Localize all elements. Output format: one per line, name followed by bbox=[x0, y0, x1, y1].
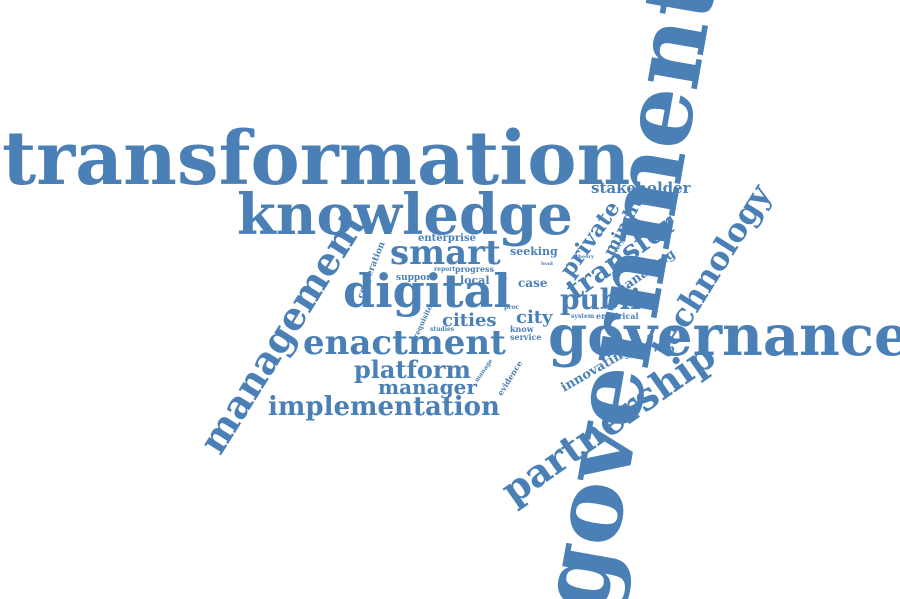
word-studies: studies bbox=[430, 326, 455, 333]
word-manager: manager bbox=[378, 375, 477, 399]
word-system: system bbox=[571, 313, 595, 320]
word-know: know bbox=[510, 324, 534, 334]
word-service: service bbox=[510, 332, 542, 342]
word-report: report bbox=[434, 266, 456, 273]
word-knowledge: knowledge bbox=[237, 182, 573, 248]
word-city: city bbox=[516, 307, 553, 328]
word-enterprise: enterprise bbox=[418, 233, 476, 244]
word-governance: governance bbox=[548, 303, 900, 369]
word-local: local bbox=[460, 274, 490, 287]
word-implementation: implementation bbox=[268, 392, 500, 422]
word-stakeholder: stakeholder bbox=[591, 179, 691, 197]
word-lead: lead bbox=[541, 261, 553, 267]
word-evidence: evidence bbox=[494, 358, 525, 398]
word-platform: platform bbox=[354, 355, 471, 384]
word-seeking: seeking bbox=[510, 245, 558, 258]
word-cities: cities bbox=[442, 310, 497, 331]
word-theory: theory bbox=[576, 254, 595, 260]
word-digital: digital bbox=[343, 264, 511, 318]
word-empirical: empirical bbox=[596, 311, 639, 321]
word-enactment: enactment bbox=[303, 323, 506, 363]
word-progress: progress bbox=[455, 264, 495, 274]
word-smart: smart bbox=[390, 233, 501, 273]
word-support: support bbox=[396, 273, 436, 283]
word-public: public bbox=[560, 283, 658, 316]
word-proc: proc bbox=[504, 304, 520, 311]
word-case: case bbox=[518, 276, 548, 290]
word-transformation: transformation bbox=[2, 116, 631, 202]
